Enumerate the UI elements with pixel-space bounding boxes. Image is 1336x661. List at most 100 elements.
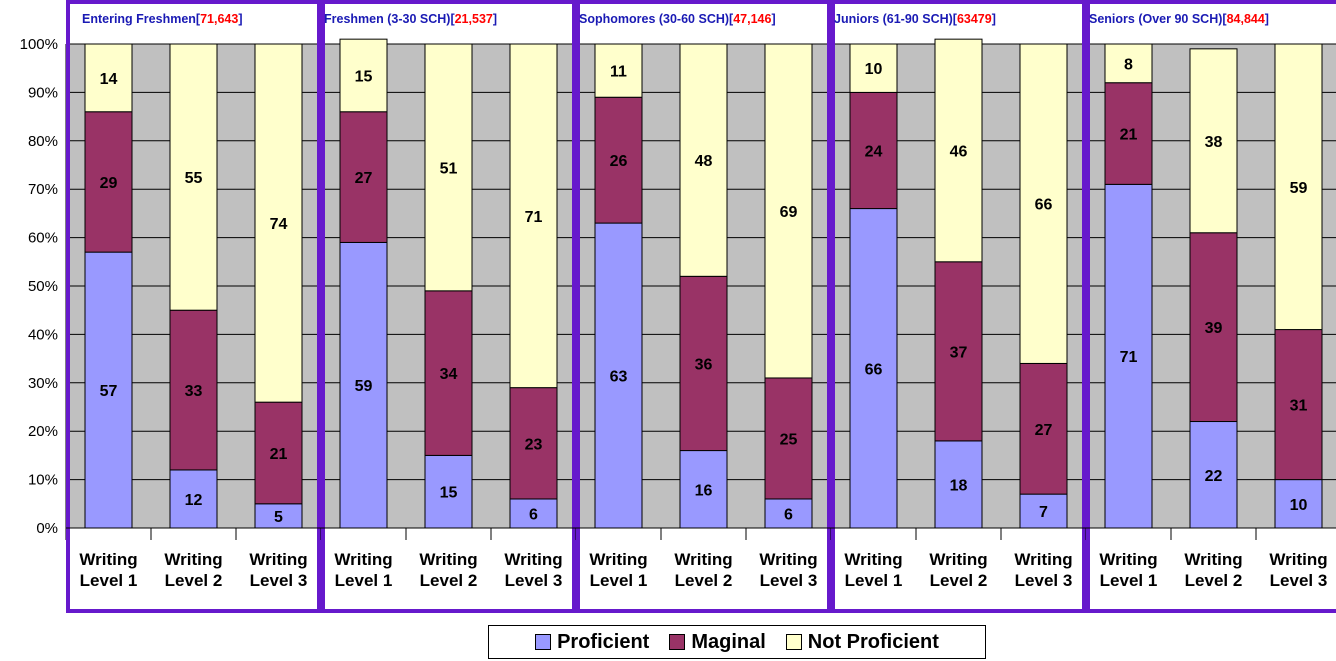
data-label: 59 (355, 378, 373, 395)
bar-segment (169, 469, 218, 529)
x-tick-label: Level 3 (505, 571, 563, 590)
data-label: 69 (780, 204, 798, 221)
data-label: 59 (1290, 180, 1308, 197)
group-count: 47,146 (733, 12, 772, 26)
x-tick-label: Level 1 (590, 571, 648, 590)
data-label: 10 (865, 61, 883, 78)
x-tick-label: Writing (249, 550, 307, 569)
bar-segment (1019, 493, 1068, 529)
bar-segment (84, 111, 133, 253)
data-label: 46 (950, 143, 968, 160)
data-label: 15 (440, 485, 458, 502)
bar-segment (1274, 43, 1323, 331)
y-tick-label: 30% (28, 375, 58, 392)
bar-segment (594, 43, 643, 98)
bar-segment (509, 387, 558, 500)
x-tick-label: Level 3 (760, 571, 818, 590)
legend-swatch (669, 634, 686, 650)
x-tick-label: Writing (504, 550, 562, 569)
y-tick-label: 90% (28, 84, 58, 101)
data-label: 71 (1120, 349, 1138, 366)
x-tick-label: Writing (844, 550, 902, 569)
bar-segment (679, 43, 728, 277)
data-label: 74 (270, 216, 288, 233)
group-count: 63479 (956, 12, 992, 26)
data-label: 11 (610, 64, 627, 81)
data-label: 27 (1035, 422, 1053, 439)
data-label: 48 (695, 153, 713, 170)
legend-swatch (535, 634, 552, 650)
x-tick-label: Writing (334, 550, 392, 569)
data-label: 14 (100, 71, 118, 88)
x-tick-label: Writing (419, 550, 477, 569)
data-label: 39 (1205, 320, 1223, 337)
group-title-text: Juniors (61-90 SCH) (834, 12, 953, 26)
data-label: 51 (440, 160, 458, 177)
bar-segment (1189, 421, 1238, 529)
bar-segment (509, 43, 558, 389)
bar-segment (339, 38, 388, 113)
bar-segment (849, 91, 898, 210)
bar-segment (1104, 183, 1153, 529)
group-frame (831, 0, 1086, 613)
legend-item: Maginal (669, 630, 766, 654)
group-title-text: Freshmen (3-30 SCH) (324, 12, 451, 26)
group-title: Seniors (Over 90 SCH) [84,844] (1089, 12, 1269, 26)
y-tick-label: 50% (28, 278, 58, 295)
x-tick-label: Writing (1099, 550, 1157, 569)
bar-segment (934, 38, 983, 263)
x-tick-label: Writing (79, 550, 137, 569)
bar-segment (849, 43, 898, 93)
bar-segment (339, 241, 388, 529)
group-title: Freshmen (3-30 SCH) [21,537] (324, 12, 498, 26)
x-tick-label: Level 1 (845, 571, 903, 590)
bar-segment (1019, 43, 1068, 364)
data-label: 66 (1035, 197, 1053, 214)
data-label: 6 (529, 506, 538, 523)
legend-label: Maginal (691, 630, 766, 653)
data-label: 31 (1290, 398, 1308, 415)
x-tick-label: Writing (1184, 550, 1242, 569)
bar-segment (254, 43, 303, 403)
x-tick-label: Level 2 (420, 571, 478, 590)
data-label: 29 (100, 175, 118, 192)
bar-segment (169, 309, 218, 471)
bar-segment (339, 111, 388, 243)
data-label: 10 (1290, 497, 1308, 514)
x-tick-label: Level 1 (1100, 571, 1158, 590)
bar-segment (1189, 232, 1238, 423)
bar-segment (424, 290, 473, 456)
bar-segment (424, 43, 473, 292)
group-count: 71,643 (200, 12, 239, 26)
data-label: 21 (1120, 127, 1138, 144)
bar-segment (424, 454, 473, 529)
y-tick-label: 0% (36, 520, 58, 537)
data-label: 18 (950, 477, 968, 494)
x-tick-label: Level 2 (675, 571, 733, 590)
legend-label: Proficient (557, 630, 650, 653)
data-label: 34 (440, 366, 458, 383)
x-tick-label: Level 3 (1015, 571, 1073, 590)
bar-segment (849, 208, 898, 529)
bar-segment (84, 251, 133, 529)
data-label: 26 (610, 153, 628, 170)
legend-swatch (785, 634, 802, 650)
x-tick-label: Writing (589, 550, 647, 569)
bar-segment (1189, 48, 1238, 234)
x-tick-label: Writing (674, 550, 732, 569)
group-title-text: Sophomores (30-60 SCH) (579, 12, 730, 26)
legend-item: Proficient (535, 631, 649, 654)
group-frame (576, 0, 831, 613)
data-label: 15 (355, 68, 373, 85)
legend-item: Not Proficient (785, 631, 939, 654)
data-label: 63 (610, 369, 628, 386)
x-tick-label: Writing (1269, 550, 1327, 569)
group-frame (66, 0, 321, 613)
bar-segment (934, 261, 983, 442)
x-tick-label: Level 2 (930, 571, 988, 590)
bar-segment (169, 43, 218, 311)
group-frame (1086, 0, 1336, 613)
group-count: 21,537 (454, 12, 493, 26)
group-title: Juniors (61-90 SCH) [63479] (834, 12, 996, 26)
group-title-text: Seniors (Over 90 SCH) (1089, 12, 1223, 26)
